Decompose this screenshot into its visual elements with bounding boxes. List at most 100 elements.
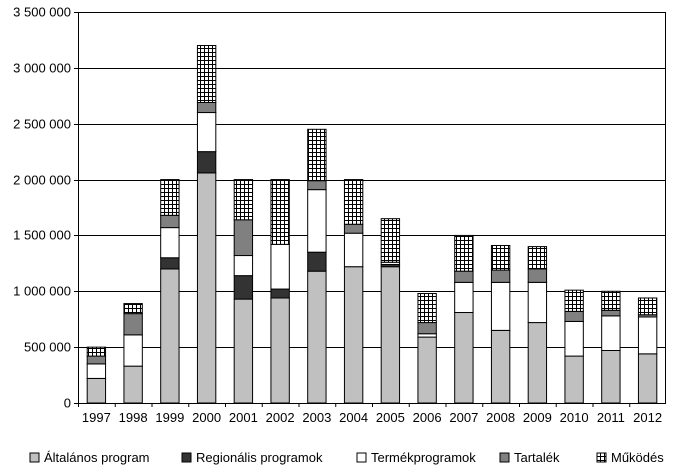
legend: Általános program Regionális programok Ter… — [29, 450, 664, 465]
bar-segment — [307, 189, 327, 253]
bar-segment — [417, 336, 437, 404]
bar-segment — [454, 234, 474, 272]
bar-segment — [86, 355, 107, 365]
bar-segment — [270, 179, 290, 245]
x-tick-label: 2011 — [597, 410, 625, 425]
bar-segment — [527, 322, 548, 404]
bar-segment — [233, 255, 254, 277]
y-tick-label: 0 — [64, 396, 71, 411]
bar-segment — [307, 251, 327, 272]
bar-segment — [490, 281, 511, 331]
bar-segment — [564, 355, 584, 404]
bar-segment — [490, 329, 511, 404]
x-tick-label: 2002 — [266, 410, 295, 425]
bar-segment — [454, 312, 474, 404]
bar-segment — [417, 322, 437, 335]
bar-segment — [86, 346, 107, 357]
bar-segment — [637, 353, 658, 404]
legend-label: Regionális programok — [196, 450, 323, 465]
legend-label: Termékprogramok — [371, 450, 476, 465]
legend-label: Általános program — [44, 450, 150, 465]
bar-segment — [343, 179, 364, 225]
bar-segment — [343, 223, 364, 234]
bar-segment — [601, 290, 621, 311]
bar-segment — [307, 180, 327, 191]
bar-segment — [601, 349, 621, 404]
legend-swatch — [29, 452, 40, 463]
bar-segment — [160, 214, 180, 229]
bar-segment — [454, 270, 474, 283]
bar-segment — [233, 179, 254, 221]
bar-segment — [527, 268, 548, 283]
bar-segment — [160, 179, 180, 216]
bar-segment — [86, 377, 107, 404]
axes: 0 500 000 1 000 000 1 500 000 2 000 000 2 500… — [13, 5, 666, 425]
y-tick-label: 3 500 000 — [13, 5, 71, 20]
x-tick-label: 2000 — [192, 410, 221, 425]
x-tick-label: 1998 — [119, 410, 148, 425]
bar-segment — [123, 334, 143, 367]
bar-segment — [637, 297, 658, 316]
bar-segment — [233, 275, 254, 300]
y-tick-label: 2 000 000 — [13, 173, 71, 188]
bar-segment — [527, 281, 548, 324]
x-tick-label: 2005 — [376, 410, 405, 425]
x-tick-label: 2004 — [339, 410, 368, 425]
bar-segment — [564, 289, 584, 312]
bar-segment — [270, 243, 290, 290]
x-tick-label: 1999 — [155, 410, 184, 425]
bars — [86, 45, 658, 404]
bar-segment — [307, 128, 327, 182]
y-tick-label: 3 000 000 — [13, 61, 71, 76]
bar-segment — [86, 363, 107, 379]
bar-segment — [527, 246, 548, 270]
bar-segment — [380, 266, 401, 404]
bar-segment — [637, 316, 658, 355]
bar-segment — [123, 303, 143, 315]
legend-swatch — [596, 452, 607, 463]
bar-segment — [454, 281, 474, 314]
bar-segment — [233, 298, 254, 404]
bar-segment — [490, 244, 511, 271]
bar-segment — [417, 293, 437, 324]
bar-segment — [196, 172, 217, 404]
bar-segment — [270, 297, 290, 404]
y-tick-label: 1 000 000 — [13, 284, 71, 299]
bar-segment — [490, 269, 511, 283]
x-tick-label: 2006 — [413, 410, 442, 425]
bar-segment — [417, 333, 437, 338]
x-tick-label: 2001 — [229, 410, 258, 425]
bar-segment — [123, 365, 143, 404]
x-tick-label: 2008 — [486, 410, 515, 425]
bar-segment — [196, 151, 217, 174]
y-tick-label: 2 500 000 — [13, 117, 71, 132]
bar-segment — [196, 112, 217, 153]
legend-swatch — [181, 452, 192, 463]
bar-segment — [233, 219, 254, 257]
y-tick-label: 500 000 — [24, 340, 71, 355]
bar-segment — [380, 218, 401, 263]
bar-segment — [307, 270, 327, 404]
bar-segment — [343, 232, 364, 268]
bar-segment — [160, 257, 180, 270]
bar-segment — [160, 268, 180, 404]
legend-swatch — [356, 452, 367, 463]
x-tick-label: 2007 — [449, 410, 478, 425]
x-tick-label: 2012 — [633, 410, 662, 425]
bar-segment — [123, 313, 143, 336]
bar-segment — [196, 101, 217, 114]
bar-segment — [270, 288, 290, 299]
legend-swatch — [499, 452, 510, 463]
x-tick-label: 2009 — [523, 410, 552, 425]
legend-label: Tartalék — [514, 450, 560, 465]
bar-segment — [196, 45, 217, 103]
bar-segment — [564, 320, 584, 357]
legend-label: Működés — [611, 450, 664, 465]
bar-segment — [160, 227, 180, 259]
x-tick-label: 2010 — [560, 410, 589, 425]
x-tick-label: 2003 — [302, 410, 331, 425]
y-tick-label: 1 500 000 — [13, 228, 71, 243]
x-tick-label: 1997 — [82, 410, 111, 425]
